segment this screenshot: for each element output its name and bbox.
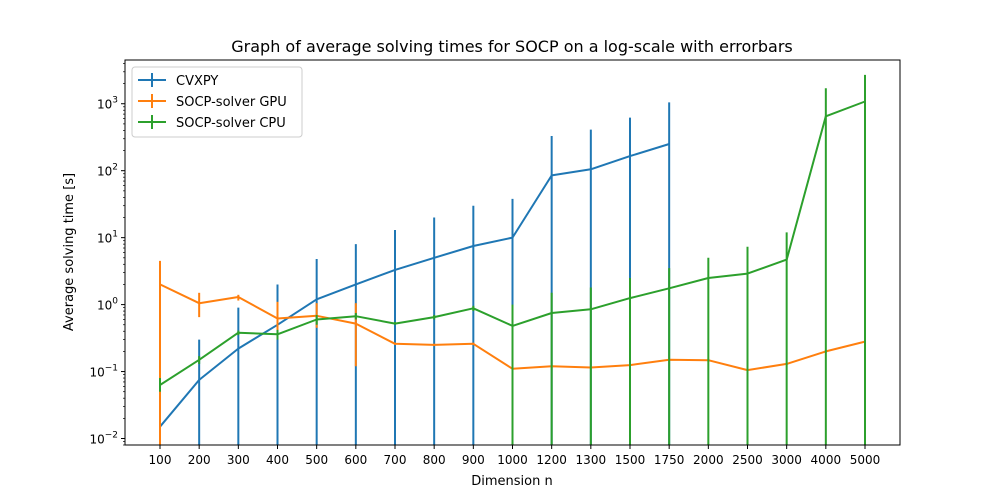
x-axis-label: Dimension n <box>471 474 552 489</box>
series-0 <box>159 102 671 445</box>
y-tick-label: 101 <box>97 230 118 246</box>
data-point <box>433 344 435 346</box>
legend-label: SOCP-solver GPU <box>176 95 287 110</box>
x-tick-label: 600 <box>344 453 367 467</box>
data-point <box>590 308 592 311</box>
legend-item: SOCP-solver GPU <box>138 94 287 110</box>
data-point <box>394 269 396 271</box>
data-point <box>629 297 631 299</box>
data-point <box>629 155 631 157</box>
data-point <box>355 283 357 286</box>
data-point <box>355 315 357 318</box>
data-point <box>550 174 553 177</box>
y-tick-label: 100 <box>97 297 118 313</box>
data-point <box>472 245 475 247</box>
data-point <box>355 322 357 325</box>
data-point <box>550 312 553 314</box>
data-point <box>237 331 240 334</box>
x-tick-label: 4000 <box>811 453 842 467</box>
data-point <box>864 100 866 103</box>
legend-item: SOCP-solver CPU <box>138 115 286 131</box>
y-tick-label: 102 <box>97 163 118 179</box>
series-2 <box>159 74 866 445</box>
data-point <box>237 347 240 350</box>
x-tick-label: 1500 <box>615 453 646 467</box>
x-tick-label: 1750 <box>654 453 685 467</box>
data-point <box>472 307 475 310</box>
data-point <box>668 143 670 145</box>
x-tick-label: 300 <box>227 453 250 467</box>
data-point <box>394 322 396 325</box>
data-point <box>276 333 279 336</box>
y-axis-label: Average solving time [s] <box>62 173 77 331</box>
x-tick-label: 1300 <box>576 453 607 467</box>
x-tick-label: 900 <box>462 453 485 467</box>
x-tick-label: 400 <box>266 453 289 467</box>
legend: CVXPY SOCP-solver GPU SOCP-solver CPU <box>131 66 303 138</box>
x-tick-label: 800 <box>423 453 446 467</box>
x-axis-ticks: 100 200 300 400 500 600 700 800 900 1000 1200 1300 1… <box>149 445 881 467</box>
x-tick-label: 200 <box>188 453 211 467</box>
data-point <box>198 358 200 361</box>
x-tick-label: 1200 <box>536 453 567 467</box>
data-point <box>433 257 435 259</box>
legend-label: SOCP-solver CPU <box>176 116 286 131</box>
data-point <box>785 258 788 261</box>
x-tick-label: 2500 <box>732 453 763 467</box>
data-point <box>511 236 514 239</box>
series-layer <box>159 74 866 445</box>
legend-label: CVXPY <box>176 74 218 89</box>
legend-item: CVXPY <box>138 73 218 89</box>
data-point <box>315 298 318 301</box>
y-axis-ticks: 10−2 10−1 100 101 102 103 <box>89 63 125 447</box>
data-point <box>746 272 749 275</box>
data-point <box>198 379 200 381</box>
x-tick-label: 5000 <box>850 453 881 467</box>
data-point <box>433 316 435 318</box>
x-tick-label: 700 <box>384 453 407 467</box>
data-point <box>472 342 475 345</box>
x-tick-label: 500 <box>305 453 328 467</box>
data-point <box>276 317 279 320</box>
data-point <box>707 277 710 279</box>
data-point <box>237 296 240 298</box>
chart-title: Graph of average solving times for SOCP … <box>231 37 792 56</box>
data-point <box>511 325 514 327</box>
y-tick-label: 103 <box>97 96 118 112</box>
legend-box <box>131 66 303 138</box>
data-point <box>315 318 318 321</box>
data-point <box>159 283 161 286</box>
data-point <box>668 287 670 290</box>
data-point <box>394 342 396 345</box>
y-tick-label: 10−2 <box>89 431 118 447</box>
x-tick-label: 1000 <box>497 453 528 467</box>
data-point <box>159 384 161 386</box>
y-tick-label: 10−1 <box>89 364 118 380</box>
data-point <box>825 115 827 118</box>
data-point <box>590 168 592 171</box>
series-line <box>159 143 670 428</box>
data-point <box>198 302 200 304</box>
x-tick-label: 2000 <box>693 453 724 467</box>
x-tick-label: 100 <box>149 453 172 467</box>
x-tick-label: 3000 <box>771 453 802 467</box>
